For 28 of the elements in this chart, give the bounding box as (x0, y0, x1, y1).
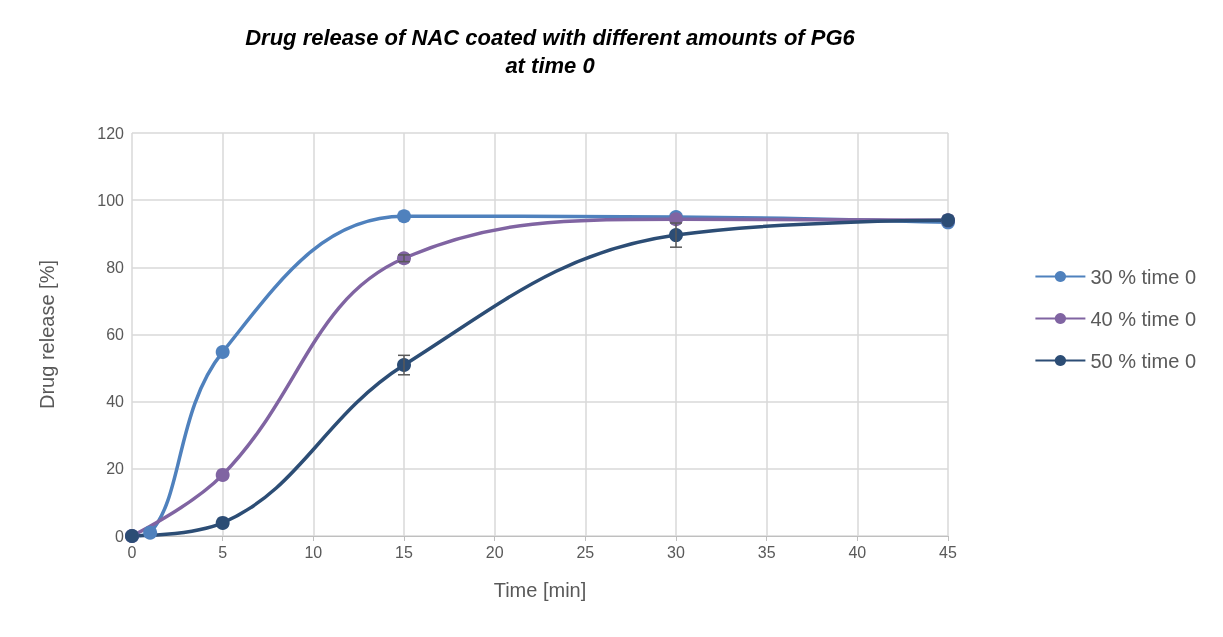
point (215, 344, 230, 359)
chart-title: Drug release of NAC coated with different amounts of PG6 at time 0 (245, 24, 856, 78)
x-tick-label: 10 (304, 543, 323, 561)
y-tick-label: 60 (106, 326, 125, 343)
legend-label: 40 % time 0 (1090, 307, 1196, 330)
y-axis-title: Drug release [%] (36, 260, 58, 409)
point (397, 209, 411, 224)
y-tick-label: 0 (115, 527, 125, 545)
x-tick-label: 5 (218, 543, 228, 561)
point (143, 525, 158, 540)
x-tick-label: 20 (485, 543, 504, 561)
x-axis-title: Time [min] (493, 579, 587, 601)
x-tick-label: 25 (576, 543, 595, 561)
y-tick-label: 80 (106, 258, 125, 276)
y-tick-label: 40 (106, 393, 125, 411)
legend-label: 50 % time 0 (1090, 349, 1196, 372)
point (215, 515, 230, 530)
x-tick-label: 45 (939, 543, 957, 561)
x-tick-label: 15 (395, 543, 413, 561)
y-tick-label: 100 (97, 191, 125, 209)
y-tick-label: 120 (97, 124, 125, 142)
x-tick-label: 35 (757, 543, 776, 561)
point (215, 467, 230, 482)
x-tick-label: 0 (127, 543, 137, 561)
legend-label: 30 % time 0 (1090, 265, 1196, 288)
y-tick-label: 20 (106, 460, 125, 478)
x-tick-label: 30 (667, 543, 685, 561)
x-tick-label: 40 (848, 543, 867, 561)
